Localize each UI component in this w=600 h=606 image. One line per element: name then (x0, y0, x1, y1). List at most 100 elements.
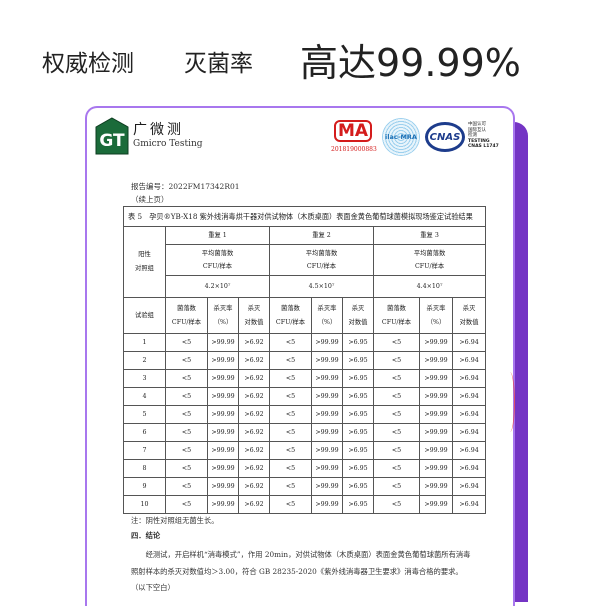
result-cell: >6.95 (342, 333, 374, 352)
positive-value: 4.4×10⁷ (372, 275, 487, 298)
result-cell: >6.95 (342, 369, 374, 388)
positive-control-label: 阳性 对照组 (123, 226, 166, 298)
table-row: 2 <5 >99.99 >6.92 <5 >99.99 >6.95 <5 >99.99 >6.94 (123, 351, 487, 370)
result-cell: >99.99 (419, 405, 453, 424)
result-cell: >99.99 (311, 351, 343, 370)
table-row: 10 <5 >99.99 >6.92 <5 >99.99 >6.95 <5 >99.99 >6.9… (123, 495, 487, 514)
positive-value: 4.5×10⁷ (269, 275, 374, 298)
ilac-mra-logo: ilac-MRA (382, 118, 420, 156)
result-cell: <5 (269, 387, 312, 406)
result-cell: >6.95 (342, 405, 374, 424)
result-cell: <5 (269, 477, 312, 496)
result-cell: >99.99 (311, 333, 343, 352)
result-cell: >6.95 (342, 441, 374, 460)
result-cell: >6.95 (342, 495, 374, 514)
group-number-cell: 4 (123, 387, 166, 406)
gmicro-logo-icon: GT (95, 117, 129, 155)
positive-value: 4.2×10⁷ (165, 275, 270, 298)
group-number-cell: 2 (123, 351, 166, 370)
result-cell: <5 (165, 423, 208, 442)
avg-colony-label: 平均菌落数 CFU/样本 (165, 244, 270, 276)
table-row: 7 <5 >99.99 >6.92 <5 >99.99 >6.95 <5 >99.99 >6.94 (123, 441, 487, 460)
result-cell: >6.95 (342, 423, 374, 442)
result-cell: >6.95 (342, 351, 374, 370)
column-header: 杀灭 对数值 (238, 297, 270, 334)
repeat-header: 重复 2 (269, 226, 374, 245)
table-row: 3 <5 >99.99 >6.92 <5 >99.99 >6.95 <5 >99.99 >6.94 (123, 369, 487, 388)
headline-part3: 高达99.99% (300, 41, 521, 85)
result-cell: <5 (373, 351, 420, 370)
result-cell: >6.92 (238, 441, 270, 460)
result-cell: >99.99 (311, 495, 343, 514)
result-cell: <5 (373, 423, 420, 442)
result-cell: >99.99 (311, 423, 343, 442)
cnas-text: 中国认可 国际互认 检测 TESTING CNAS L1747 (468, 122, 499, 150)
headline-part2: 灭菌率 (184, 51, 253, 77)
column-header: 菌落数 CFU/样本 (269, 297, 312, 334)
result-cell: <5 (269, 441, 312, 460)
result-cell: >99.99 (311, 369, 343, 388)
result-cell: >99.99 (207, 477, 239, 496)
result-cell: >6.92 (238, 369, 270, 388)
result-cell: >6.94 (451, 369, 487, 388)
table-row: 6 <5 >99.99 >6.92 <5 >99.99 >6.95 <5 >99.99 >6.94 (123, 423, 487, 442)
result-cell: <5 (269, 459, 312, 478)
blank-below: （以下空白） (131, 583, 175, 592)
result-cell: >99.99 (419, 387, 453, 406)
avg-colony-label: 平均菌落数 CFU/样本 (372, 244, 487, 276)
result-cell: <5 (269, 405, 312, 424)
result-cell: <5 (269, 333, 312, 352)
result-cell: <5 (373, 333, 420, 352)
result-cell: <5 (373, 387, 420, 406)
result-cell: <5 (165, 495, 208, 514)
result-cell: >6.92 (238, 333, 270, 352)
result-cell: >6.92 (238, 423, 270, 442)
result-cell: <5 (269, 495, 312, 514)
result-cell: >6.92 (238, 477, 270, 496)
result-cell: >6.94 (451, 495, 487, 514)
result-cell: >99.99 (311, 387, 343, 406)
continued-label: （续上页） (131, 195, 169, 204)
group-label: 试验组 (123, 297, 166, 334)
result-cell: >6.94 (451, 459, 487, 478)
result-cell: >6.95 (342, 387, 374, 406)
conclusion-heading: 四．结论 (131, 531, 161, 540)
column-header: 菌落数 CFU/样本 (165, 297, 208, 334)
result-cell: <5 (165, 477, 208, 496)
cma-number: 201819000883 (331, 146, 377, 153)
column-header: 杀灭率 （%） (207, 297, 239, 334)
result-cell: >6.94 (451, 441, 487, 460)
result-cell: >6.92 (238, 351, 270, 370)
table-row: 5 <5 >99.99 >6.92 <5 >99.99 >6.95 <5 >99.99 >6.94 (123, 405, 487, 424)
table-row: 9 <5 >99.99 >6.92 <5 >99.99 >6.95 <5 >99.99 >6.94 (123, 477, 487, 496)
result-cell: >99.99 (207, 423, 239, 442)
result-cell: <5 (373, 405, 420, 424)
result-cell: >6.94 (451, 423, 487, 442)
group-number-cell: 9 (123, 477, 166, 496)
result-cell: >99.99 (207, 459, 239, 478)
group-number-cell: 10 (123, 495, 166, 514)
result-cell: <5 (373, 495, 420, 514)
result-cell: >99.99 (311, 459, 343, 478)
result-cell: <5 (269, 351, 312, 370)
conclusion-line-1: 经测试，开启样机“消毒模式”，作用 20min，对供试物体（木质桌面）表面金黄色… (131, 550, 471, 559)
result-cell: >6.92 (238, 405, 270, 424)
result-cell: <5 (165, 441, 208, 460)
cnas-line: 国际互认 (468, 127, 486, 133)
report-number: 报告编号：2022FM17342R01 (131, 182, 240, 191)
result-cell: >99.99 (311, 441, 343, 460)
result-cell: <5 (165, 369, 208, 388)
group-number-cell: 8 (123, 459, 166, 478)
result-cell: >99.99 (419, 333, 453, 352)
svg-text:GT: GT (99, 131, 125, 151)
results-table: 表 5 孕贝®YB-X18 紫外线消毒烘干器对供试物体（木质桌面）表面金黄色葡萄… (122, 206, 487, 514)
cnas-line: 中国认可 (468, 122, 486, 127)
table-row: 4 <5 >99.99 >6.92 <5 >99.99 >6.95 <5 >99.99 >6.94 (123, 387, 487, 406)
cnas-line: TESTING (468, 138, 490, 144)
column-header: 杀灭率 （%） (419, 297, 453, 334)
result-cell: <5 (373, 369, 420, 388)
result-cell: >99.99 (207, 351, 239, 370)
cnas-logo: CNAS (425, 122, 465, 152)
seal-stamp (505, 372, 515, 432)
result-cell: <5 (165, 351, 208, 370)
